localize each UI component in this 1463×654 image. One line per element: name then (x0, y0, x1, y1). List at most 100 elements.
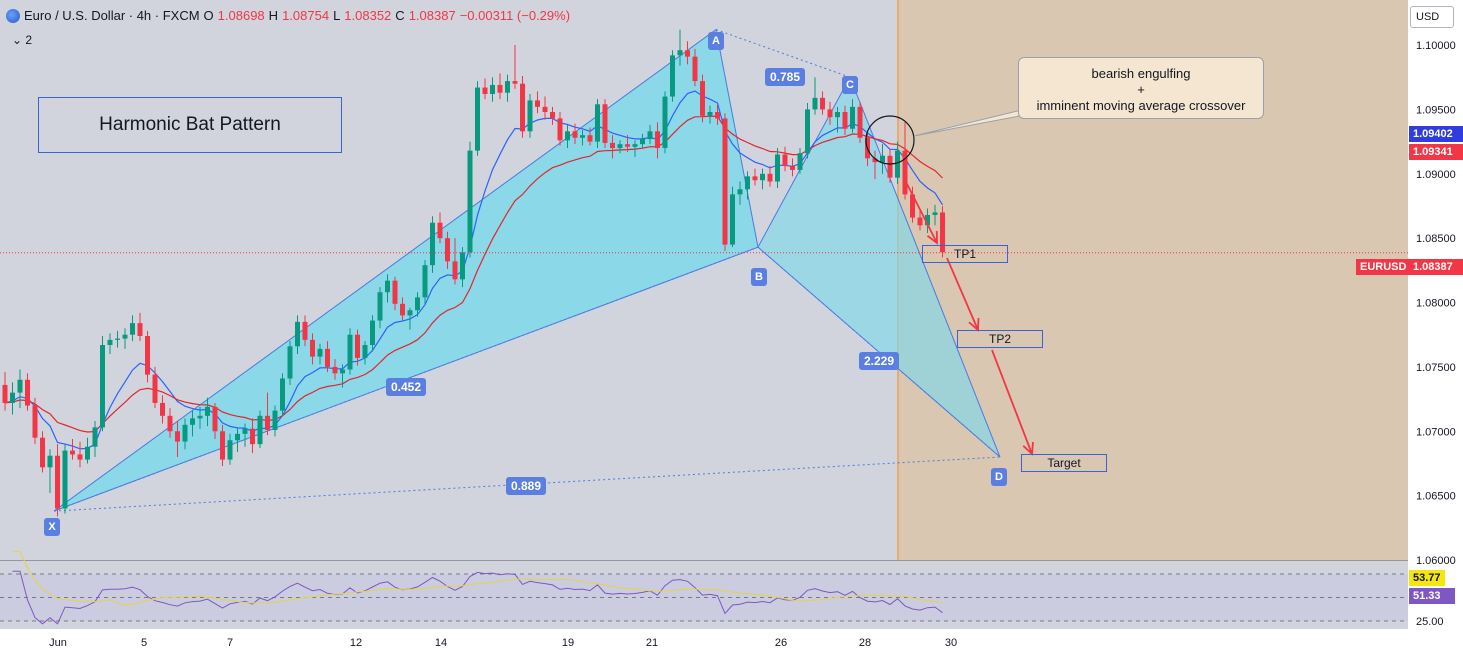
candle-body (565, 131, 570, 141)
candle (475, 81, 480, 156)
candle (370, 315, 375, 352)
candle-body (250, 428, 255, 445)
candle-body (430, 222, 435, 266)
candle (310, 333, 315, 365)
point-a-label[interactable]: A (708, 32, 724, 50)
change-value: −0.00311 (−0.29%) (459, 8, 571, 23)
candle (745, 171, 750, 200)
low-label: L (333, 8, 341, 23)
candle (332, 359, 338, 380)
ratio-ac-label[interactable]: 0.785 (765, 68, 806, 86)
point-d-label[interactable]: D (991, 468, 1007, 486)
high-label: H (268, 8, 279, 23)
candle-body (325, 348, 330, 367)
last-price-tag: 1.08387 (1409, 259, 1463, 275)
candle (910, 186, 915, 223)
tp2-box[interactable]: TP2 (957, 330, 1043, 348)
candle (655, 122, 660, 159)
candle-body (595, 104, 600, 142)
candle (467, 141, 473, 258)
close-label: C (395, 8, 405, 23)
candle (295, 315, 300, 355)
rsi-tick-label: 25.00 (1416, 616, 1444, 628)
candle (700, 74, 705, 123)
candle-body (482, 87, 488, 94)
forecast-arrow-2 (946, 257, 979, 331)
callout-box[interactable]: bearish engulfing + imminent moving aver… (1018, 57, 1264, 119)
time-tick-label: 7 (227, 637, 233, 649)
candle-body (422, 265, 428, 298)
candle-body (415, 297, 420, 311)
candle-body (872, 158, 878, 163)
candle-body (452, 261, 458, 280)
candle-body (617, 144, 623, 149)
low-value: 1.08352 (344, 8, 392, 23)
price-tick-label: 1.09000 (1416, 169, 1456, 181)
candle-body (205, 406, 210, 416)
candle-body (160, 402, 165, 416)
point-c-label[interactable]: C (842, 76, 858, 94)
candle (377, 287, 383, 329)
candle-body (625, 144, 630, 147)
candle (497, 73, 503, 100)
symbol-title[interactable]: Euro / U.S. Dollar · 4h · FXCM (24, 8, 200, 23)
price-axis-bg[interactable] (1408, 0, 1463, 654)
target-box[interactable]: Target (1021, 454, 1107, 472)
ratio-bd-label[interactable]: 2.229 (859, 352, 900, 370)
time-tick-label: 30 (945, 637, 957, 649)
callout-line-2: + (1137, 82, 1145, 97)
candle (482, 78, 488, 100)
candle (625, 135, 630, 152)
candle (235, 427, 240, 452)
candle-body (257, 415, 263, 445)
candle-body (92, 427, 98, 447)
candle (107, 333, 113, 355)
title-box[interactable]: Harmonic Bat Pattern (38, 97, 342, 153)
candle (527, 93, 533, 138)
candle (212, 402, 218, 439)
candle-body (197, 415, 203, 419)
rsi-value-tag: 51.33 (1409, 588, 1455, 604)
candle (557, 112, 563, 146)
candle (610, 135, 615, 159)
candle-body (265, 415, 270, 430)
candle-body (40, 437, 45, 468)
candle-body (347, 334, 353, 370)
candle-body (287, 346, 293, 379)
candle-body (812, 97, 818, 110)
candle (452, 238, 458, 285)
ratio-xd-label[interactable]: 0.889 (506, 477, 547, 495)
time-axis-bg[interactable] (0, 629, 1408, 654)
time-tick-label: 21 (646, 637, 658, 649)
candle-body (535, 100, 540, 107)
candle-body (445, 238, 450, 262)
candle (722, 113, 728, 252)
close-value: 1.08387 (408, 8, 456, 23)
tp1-box[interactable]: TP1 (922, 245, 1008, 263)
currency-button[interactable]: USD (1410, 6, 1454, 28)
candle-body (317, 348, 323, 357)
candle (85, 437, 90, 464)
point-b-label[interactable]: B (751, 268, 767, 286)
candle (392, 276, 398, 311)
candle-body (377, 292, 383, 321)
candle-body (77, 454, 83, 460)
candle-body (835, 112, 840, 118)
indicators-toggle[interactable]: ⌄ 2 (12, 33, 33, 47)
chart-header[interactable]: Euro / U.S. Dollar · 4h · FXCM O 1.08698 … (6, 8, 570, 23)
candle-body (167, 415, 173, 432)
candle-body (632, 144, 638, 147)
candle-body (280, 378, 285, 411)
candle (925, 208, 930, 234)
point-x-label[interactable]: X (44, 518, 60, 536)
candle-body (655, 131, 660, 149)
candle-body (700, 81, 705, 116)
ratio-xb-label[interactable]: 0.452 (386, 378, 427, 396)
candle-body (362, 345, 368, 358)
candle-body (797, 153, 803, 170)
candle-body (610, 142, 615, 149)
candle-body (100, 345, 105, 428)
candle (797, 148, 803, 174)
candle (257, 410, 263, 448)
